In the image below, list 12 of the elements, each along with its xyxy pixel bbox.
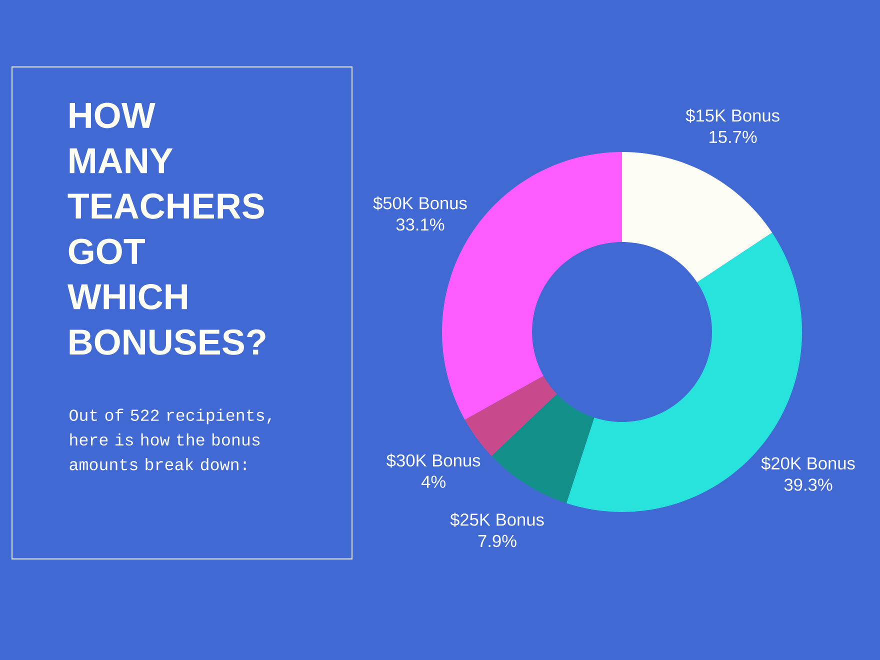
slice-label: $50K Bonus (373, 196, 467, 210)
slice-label: $15K Bonus (686, 108, 780, 123)
data-label: 4% (421, 476, 446, 488)
slice-label: $20K Bonus (761, 456, 855, 471)
data-label: 39.3% (784, 478, 832, 491)
slice-label: $25K Bonus (450, 512, 544, 527)
text: HOW MANY TEACHERS GOT WHICH BONUSES? (67, 102, 266, 355)
text: Out of 522 recipients, here is how the bonus amounts break down: (70, 408, 272, 470)
data-label: 33.1% (396, 218, 444, 231)
data-label: 15.7% (710, 130, 757, 144)
slice-label: $30K Bonus (386, 454, 480, 468)
data-label: 7.9% (478, 534, 516, 548)
